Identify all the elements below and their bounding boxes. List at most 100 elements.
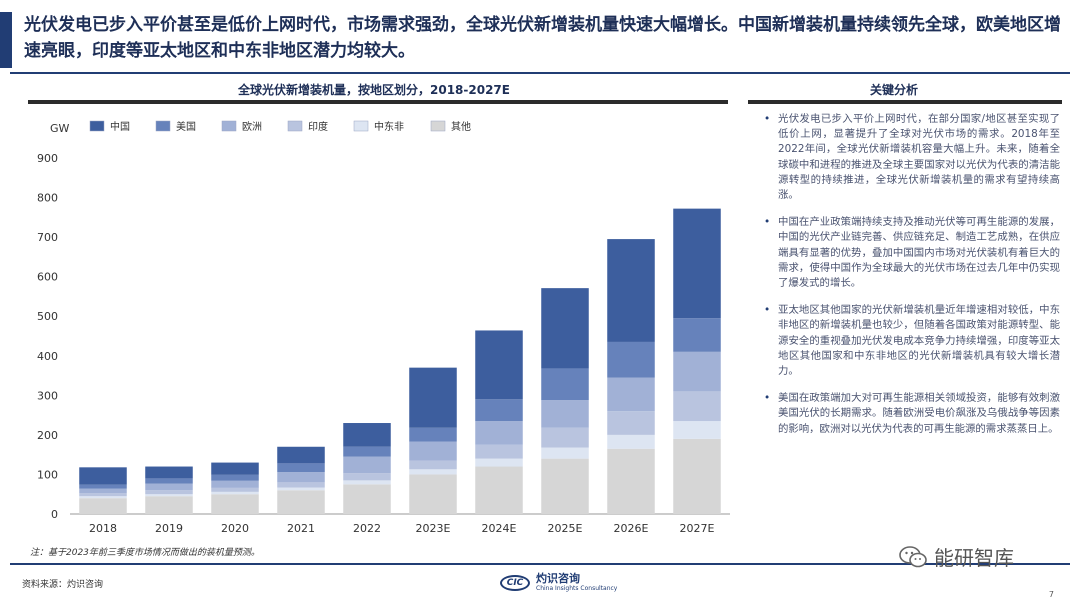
x-tick-label: 2019 <box>155 522 183 535</box>
source-text: 资料来源：灼识咨询 <box>22 580 104 590</box>
bar-segment <box>541 458 589 514</box>
legend-swatch <box>89 120 105 132</box>
bar-segment <box>277 472 325 483</box>
legend-label: 其他 <box>451 120 471 133</box>
side-panel-title: 关键分析 <box>870 83 919 97</box>
legend-swatch <box>430 120 446 132</box>
legend-swatch <box>155 120 171 132</box>
y-tick-label: 300 <box>37 389 58 402</box>
bar-segment <box>343 484 391 514</box>
accent-bar <box>0 12 12 68</box>
bar-segment <box>541 400 589 428</box>
bar-segment <box>475 458 523 467</box>
y-tick-label: 800 <box>37 192 58 205</box>
y-tick-label: 200 <box>37 429 58 442</box>
x-tick-label: 2027E <box>680 522 715 535</box>
bar-segment <box>211 474 259 481</box>
legend-swatch <box>353 120 369 132</box>
bar-segment <box>409 427 457 442</box>
bar-segment <box>541 368 589 401</box>
logo-en-text: China Insights Consultancy <box>536 585 618 592</box>
bar-segment <box>277 482 325 488</box>
bar-segment <box>409 474 457 514</box>
y-tick-label: 700 <box>37 231 58 244</box>
bar-segment <box>79 488 127 494</box>
x-tick-label: 2026E <box>614 522 649 535</box>
bar-segment <box>607 411 655 435</box>
x-tick-label: 2024E <box>482 522 517 535</box>
bar-segment <box>673 438 721 514</box>
bar-segment <box>79 496 127 499</box>
legend-label: 欧洲 <box>242 121 262 133</box>
y-tick-label: 0 <box>51 508 58 521</box>
legend-label: 中国 <box>110 120 130 133</box>
bar-segment <box>211 487 259 492</box>
bar-segment <box>475 399 523 422</box>
bar-segment <box>211 462 259 475</box>
x-tick-label: 2023E <box>416 522 451 535</box>
wechat-watermark: 能研智库 <box>898 542 1014 571</box>
bar-segment <box>409 469 457 475</box>
x-tick-label: 2022 <box>353 522 381 535</box>
bar-segment <box>673 208 721 319</box>
legend-label: 印度 <box>308 120 328 133</box>
bar-segment <box>145 466 193 479</box>
wechat-icon <box>899 545 927 567</box>
bar-segment <box>79 467 127 485</box>
page-number: 7 <box>1048 590 1054 599</box>
bar-segment <box>607 434 655 449</box>
bar-segment <box>343 423 391 447</box>
bar-segment <box>145 483 193 491</box>
bar-segment <box>211 494 259 514</box>
bar-segment <box>343 446 391 457</box>
bar-segment <box>343 480 391 485</box>
logo-mark: CIC <box>500 575 530 591</box>
bar-segment <box>343 473 391 481</box>
legend-label: 美国 <box>176 120 196 133</box>
bar-segment <box>211 480 259 488</box>
bar-segment <box>79 484 127 489</box>
chart-note: 注：基于2023年前三季度市场情况而做出的装机量预测。 <box>30 548 260 558</box>
y-tick-label: 900 <box>37 152 58 165</box>
bullet-item: 亚太地区其他国家的光伏新增装机量近年增速相对较低，中东非地区的新增装机量也较少，… <box>760 303 1060 379</box>
bar-segment <box>79 498 127 514</box>
bar-segment <box>145 478 193 484</box>
bar-segment <box>211 491 259 495</box>
chart-title-rule <box>28 100 728 104</box>
stacked-bar-chart: 0 100 200 300 400 500 600 700 800 900 GW 2018 2019 20… <box>37 120 730 535</box>
y-tick-label: 400 <box>37 350 58 363</box>
bar-segment <box>343 456 391 474</box>
x-tick-label: 2021 <box>287 522 315 535</box>
bar-segment <box>475 421 523 445</box>
side-panel-rule <box>748 100 1062 104</box>
y-tick-label: 500 <box>37 310 58 323</box>
bar-segment <box>409 441 457 461</box>
header-divider <box>10 72 1070 74</box>
bar-segment <box>541 447 589 459</box>
bullet-item: 中国在产业政策端持续支持及推动光伏等可再生能源的发展，中国的光伏产业链完善、供应… <box>760 215 1060 291</box>
bar-segment <box>673 351 721 392</box>
page-headline: 光伏发电已步入平价甚至是低价上网时代，市场需求强劲，全球光伏新增装机量快速大幅增… <box>24 15 1061 61</box>
bar-segment <box>673 318 721 352</box>
legend-label: 中东非 <box>374 120 404 133</box>
bar-segment <box>673 391 721 422</box>
bar-segment <box>409 367 457 428</box>
bar-segment <box>145 496 193 514</box>
company-logo: CIC 灼识咨询 China Insights Consultancy <box>500 573 617 593</box>
bar-segment <box>541 288 589 369</box>
bar-segment <box>277 463 325 473</box>
bar-segment <box>145 494 193 497</box>
y-axis-label: GW <box>50 122 70 135</box>
logo-cn-text: 灼识咨询 <box>536 572 580 585</box>
bar-segment <box>541 427 589 448</box>
legend-swatch <box>287 120 303 132</box>
bar-segment <box>673 421 721 439</box>
bar-segment <box>475 466 523 514</box>
bar-segment <box>607 341 655 378</box>
bar-segment <box>475 330 523 400</box>
x-tick-label: 2018 <box>89 522 117 535</box>
y-tick-label: 100 <box>37 468 58 481</box>
side-panel-bullets: 光伏发电已步入平价上网时代，在部分国家/地区甚至实现了低价上网，显著提升了全球对… <box>760 112 1060 449</box>
bar-segment <box>277 446 325 464</box>
bar-segment <box>145 490 193 495</box>
